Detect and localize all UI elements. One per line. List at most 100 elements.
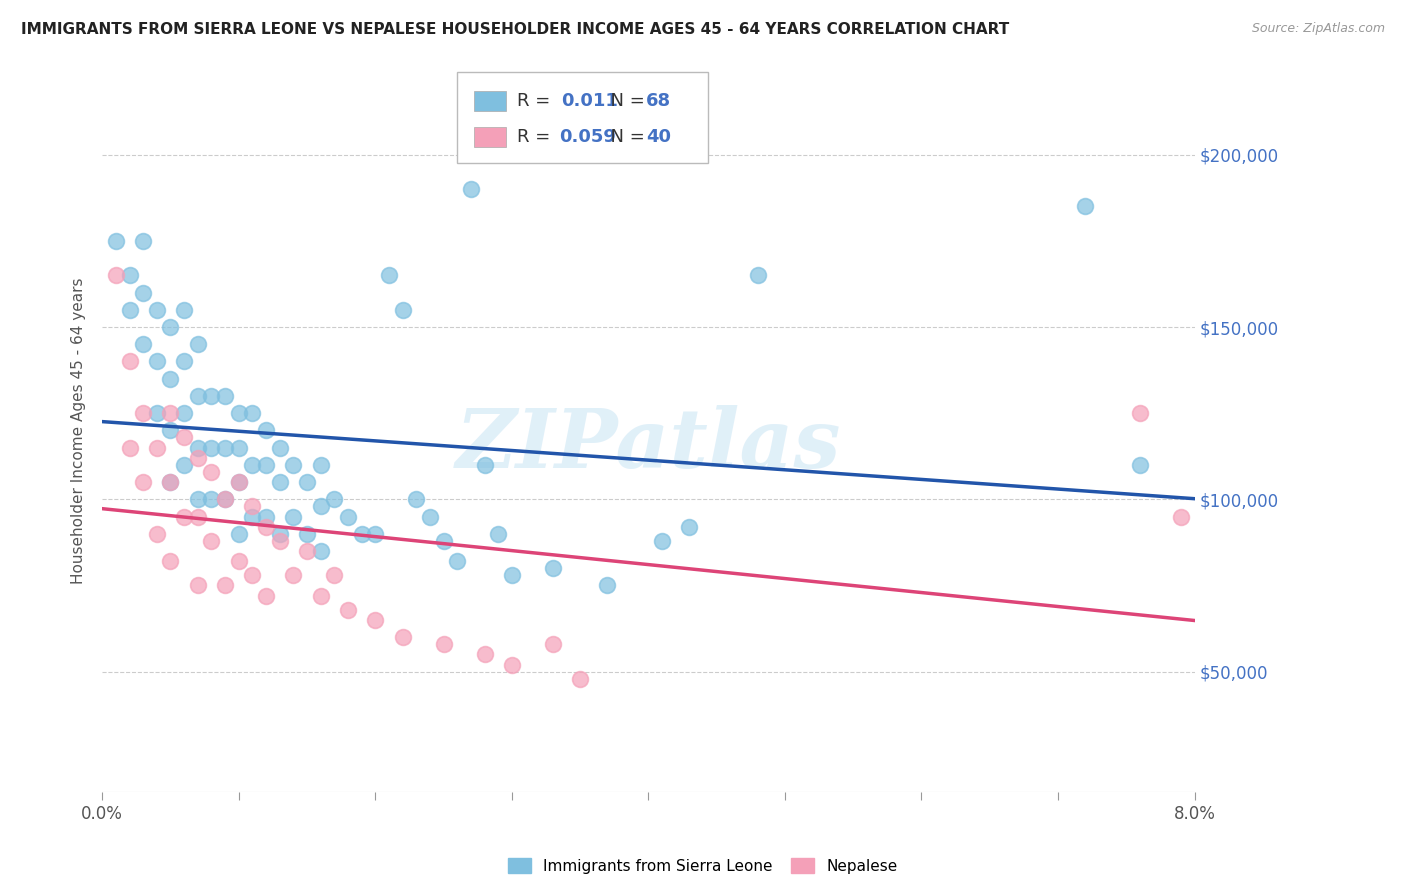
Point: [460, 182, 482, 196]
Point: [1170, 509, 1192, 524]
Point: [159, 475, 181, 489]
Point: [242, 500, 264, 514]
Point: [200, 465, 222, 479]
Point: [323, 568, 346, 582]
Point: [269, 533, 291, 548]
FancyBboxPatch shape: [474, 91, 506, 112]
Point: [242, 406, 264, 420]
Point: [541, 561, 564, 575]
Point: [269, 475, 291, 489]
Point: [432, 637, 454, 651]
Point: [446, 554, 468, 568]
Point: [228, 554, 250, 568]
Point: [132, 406, 155, 420]
Point: [391, 630, 413, 644]
Point: [747, 268, 769, 283]
Point: [295, 526, 318, 541]
Point: [159, 475, 181, 489]
Point: [309, 589, 332, 603]
Legend: Immigrants from Sierra Leone, Nepalese: Immigrants from Sierra Leone, Nepalese: [502, 852, 904, 880]
Point: [419, 509, 441, 524]
Point: [214, 389, 236, 403]
Point: [283, 568, 305, 582]
Point: [309, 544, 332, 558]
Point: [501, 657, 523, 672]
Text: ZIPatlas: ZIPatlas: [456, 405, 841, 485]
Point: [1129, 458, 1152, 472]
Point: [104, 234, 127, 248]
Point: [391, 302, 413, 317]
Point: [1129, 406, 1152, 420]
Text: 68: 68: [647, 92, 671, 110]
Point: [159, 554, 181, 568]
Point: [118, 441, 141, 455]
Point: [200, 533, 222, 548]
Point: [309, 500, 332, 514]
Point: [187, 578, 209, 592]
Point: [486, 526, 509, 541]
Point: [283, 458, 305, 472]
Point: [146, 302, 169, 317]
Point: [146, 406, 169, 420]
Point: [364, 526, 387, 541]
FancyBboxPatch shape: [457, 72, 709, 162]
Point: [678, 520, 700, 534]
Point: [200, 492, 222, 507]
Text: 0.011: 0.011: [561, 92, 617, 110]
FancyBboxPatch shape: [474, 128, 506, 147]
Point: [187, 492, 209, 507]
Point: [269, 526, 291, 541]
Text: Source: ZipAtlas.com: Source: ZipAtlas.com: [1251, 22, 1385, 36]
Point: [309, 458, 332, 472]
Point: [146, 354, 169, 368]
Point: [242, 568, 264, 582]
Point: [242, 458, 264, 472]
Text: N =: N =: [599, 92, 651, 110]
Point: [350, 526, 373, 541]
Point: [541, 637, 564, 651]
Point: [187, 441, 209, 455]
Point: [159, 320, 181, 334]
Point: [254, 520, 277, 534]
Point: [159, 424, 181, 438]
Text: N =: N =: [599, 128, 651, 146]
Point: [159, 406, 181, 420]
Point: [569, 672, 592, 686]
Point: [336, 509, 359, 524]
Point: [254, 458, 277, 472]
Point: [651, 533, 673, 548]
Point: [173, 458, 195, 472]
Point: [200, 441, 222, 455]
Point: [187, 450, 209, 465]
Point: [228, 526, 250, 541]
Text: IMMIGRANTS FROM SIERRA LEONE VS NEPALESE HOUSEHOLDER INCOME AGES 45 - 64 YEARS C: IMMIGRANTS FROM SIERRA LEONE VS NEPALESE…: [21, 22, 1010, 37]
Point: [228, 406, 250, 420]
Text: R =: R =: [517, 92, 562, 110]
Point: [254, 509, 277, 524]
Point: [132, 285, 155, 300]
Y-axis label: Householder Income Ages 45 - 64 years: Householder Income Ages 45 - 64 years: [72, 277, 86, 583]
Point: [200, 389, 222, 403]
Point: [159, 372, 181, 386]
Point: [242, 509, 264, 524]
Point: [214, 492, 236, 507]
Point: [146, 441, 169, 455]
Point: [1074, 199, 1097, 213]
Point: [187, 337, 209, 351]
Point: [283, 509, 305, 524]
Point: [132, 234, 155, 248]
Point: [173, 406, 195, 420]
Point: [596, 578, 619, 592]
Point: [187, 389, 209, 403]
Text: R =: R =: [517, 128, 557, 146]
Point: [173, 509, 195, 524]
Point: [214, 441, 236, 455]
Point: [254, 589, 277, 603]
Point: [336, 602, 359, 616]
Point: [132, 475, 155, 489]
Point: [173, 430, 195, 444]
Point: [269, 441, 291, 455]
Point: [295, 475, 318, 489]
Point: [474, 458, 496, 472]
Point: [173, 354, 195, 368]
